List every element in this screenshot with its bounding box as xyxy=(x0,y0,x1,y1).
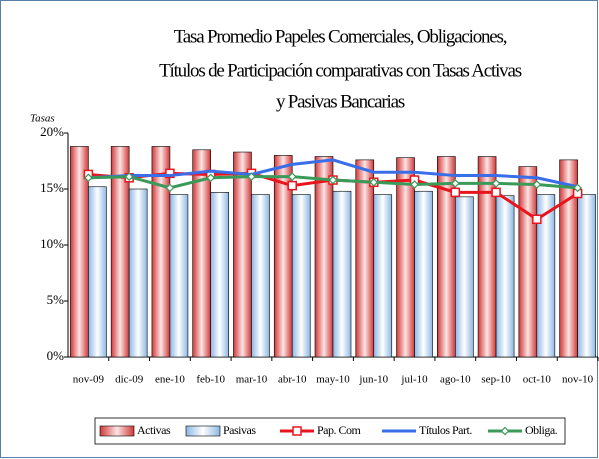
marker xyxy=(500,426,510,436)
x-tick-label: ene-10 xyxy=(155,374,185,386)
y-tick-label: 20% xyxy=(40,124,64,139)
bar xyxy=(332,190,352,358)
bar xyxy=(396,157,415,358)
marker xyxy=(573,183,582,193)
marker xyxy=(287,180,297,191)
legend-label: Activas xyxy=(137,423,171,437)
x-tick-label: mar-10 xyxy=(236,374,268,386)
marker xyxy=(165,183,175,193)
marker xyxy=(491,187,501,198)
x-tick-label: feb-10 xyxy=(196,374,225,386)
marker xyxy=(287,172,297,182)
legend-swatch xyxy=(99,425,135,437)
x-tick-label: sep-10 xyxy=(481,374,511,386)
y-tick-label: 10% xyxy=(40,236,64,251)
marker xyxy=(292,426,302,436)
x-tick-label: dic-09 xyxy=(115,374,144,386)
marker xyxy=(410,180,419,189)
chart-title: Tasa Promedio Papeles Comerciales, Oblig… xyxy=(174,26,507,47)
marker xyxy=(450,187,461,198)
bar xyxy=(518,166,538,358)
bar xyxy=(169,194,189,358)
marker xyxy=(247,172,256,182)
marker xyxy=(328,175,338,185)
y-tick-label: 5% xyxy=(47,292,65,307)
bar xyxy=(128,188,148,358)
y-tick-label: 0% xyxy=(47,348,65,363)
chart-title: y Pasivas Bancarias xyxy=(276,91,405,112)
x-tick-label: may-10 xyxy=(316,374,350,386)
legend-label: Títulos Part. xyxy=(419,423,472,437)
marker xyxy=(532,180,542,189)
bar xyxy=(251,194,270,358)
line xyxy=(88,158,578,189)
legend-swatch xyxy=(185,425,221,437)
marker xyxy=(165,168,175,179)
bar xyxy=(373,194,393,358)
y-axis-label: Tasas xyxy=(30,113,55,125)
marker xyxy=(450,179,460,188)
marker xyxy=(369,177,379,187)
bar xyxy=(233,151,252,358)
legend xyxy=(94,417,566,445)
bar xyxy=(314,156,334,358)
x-tick-label: jul-10 xyxy=(400,374,428,386)
chart-title: Títulos de Participación comparativas co… xyxy=(159,60,522,81)
bar xyxy=(355,159,375,358)
bar xyxy=(414,190,433,358)
x-tick-label: nov-09 xyxy=(73,374,105,386)
marker xyxy=(124,172,134,182)
marker xyxy=(532,214,542,224)
bar xyxy=(577,194,596,358)
x-tick-label: abr-10 xyxy=(278,374,307,386)
bar xyxy=(210,192,229,358)
bar xyxy=(536,194,556,358)
marker xyxy=(84,173,93,183)
legend-label: Obliga. xyxy=(525,423,558,437)
marker xyxy=(206,173,216,183)
marker xyxy=(491,179,501,188)
bar xyxy=(495,195,515,358)
x-tick-label: oct-10 xyxy=(523,374,552,386)
y-tick-label: 15% xyxy=(40,180,64,195)
x-tick-label: jun-10 xyxy=(358,374,388,386)
bar xyxy=(455,196,474,358)
legend-label: Pasivas xyxy=(223,423,256,437)
x-tick-label: ago-10 xyxy=(440,374,471,386)
x-tick-label: nov-10 xyxy=(562,374,594,386)
bar xyxy=(291,194,311,358)
legend-label: Pap. Com xyxy=(317,423,362,437)
bar xyxy=(477,156,497,358)
bar xyxy=(88,186,107,358)
